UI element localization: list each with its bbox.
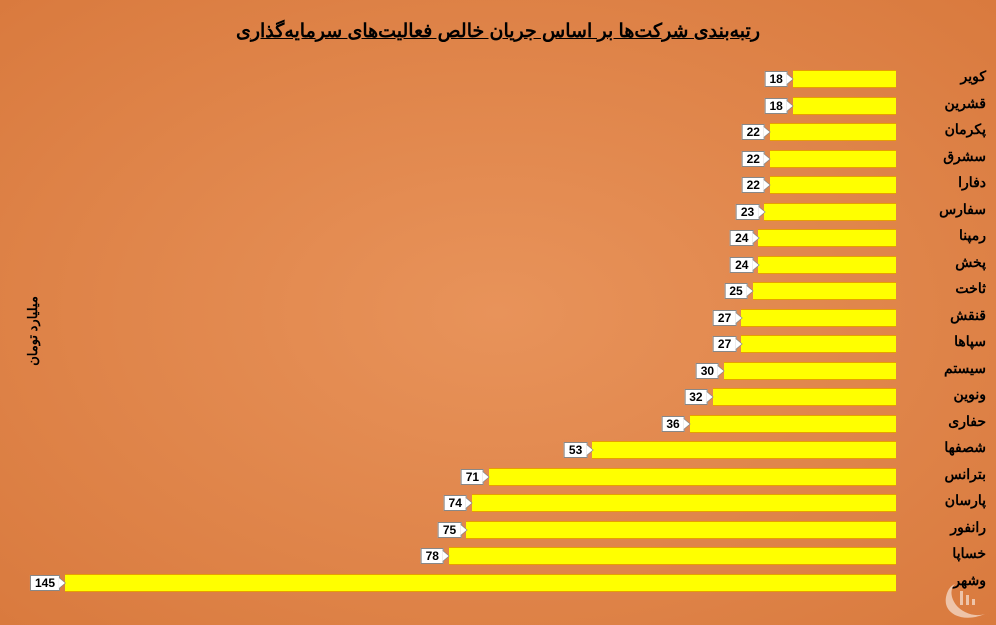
bar-row: 18: [65, 95, 896, 117]
bar-row: 24: [65, 254, 896, 276]
bar: 27: [741, 335, 896, 353]
bar-value-label: 145: [30, 575, 60, 591]
category-label: بترانس: [911, 463, 986, 485]
bar-value-label: 36: [661, 416, 684, 432]
bar-row: 36: [65, 413, 896, 435]
bar-value-label: 32: [684, 389, 707, 405]
category-label: دفارا: [911, 171, 986, 193]
bars-area: 1818222222232424252727303236537174757814…: [65, 61, 896, 601]
bar-row: 27: [65, 307, 896, 329]
bar-value-label: 25: [724, 283, 747, 299]
category-label: ونوین: [911, 383, 986, 405]
category-label: سشرق: [911, 145, 986, 167]
bar: 78: [449, 547, 896, 565]
category-label: سفارس: [911, 198, 986, 220]
bar-value-label: 22: [742, 151, 765, 167]
category-label: رمپنا: [911, 224, 986, 246]
bar: 24: [758, 256, 896, 274]
bar: 30: [724, 362, 896, 380]
bar: 22: [770, 176, 896, 194]
bar-value-label: 18: [764, 71, 787, 87]
bar-value-label: 27: [713, 336, 736, 352]
category-label: قشرین: [911, 92, 986, 114]
category-label: کویر: [911, 65, 986, 87]
category-labels: کویر قشرین پکرمان سشرق دفارا سفارس رمپنا پخش ثاخ…: [911, 58, 986, 598]
chart-body: میلیارد تومان 18182222222324242527273032…: [10, 61, 986, 601]
bar-value-label: 23: [736, 204, 759, 220]
bar-row: 27: [65, 333, 896, 355]
category-label: قنقش: [911, 304, 986, 326]
bar-row: 23: [65, 201, 896, 223]
bar: 18: [793, 97, 896, 115]
category-label: ثاخت: [911, 277, 986, 299]
category-label: خساپا: [911, 542, 986, 564]
category-label: پخش: [911, 251, 986, 273]
bar: 74: [472, 494, 896, 512]
bar: 27: [741, 309, 896, 327]
bar-row: 18: [65, 68, 896, 90]
bar-value-label: 24: [730, 230, 753, 246]
bar: 145: [65, 574, 896, 592]
bar-value-label: 27: [713, 310, 736, 326]
bar-row: 22: [65, 148, 896, 170]
category-label: رانفور: [911, 516, 986, 538]
chart-container: رتبه‌بندی شرکت‌ها بر اساس جریان خالص فعا…: [0, 0, 996, 625]
bar-value-label: 22: [742, 177, 765, 193]
bar-value-label: 74: [444, 495, 467, 511]
bar-row: 24: [65, 227, 896, 249]
bar-row: 22: [65, 174, 896, 196]
bar-value-label: 22: [742, 124, 765, 140]
bar-row: 22: [65, 121, 896, 143]
bar-row: 71: [65, 466, 896, 488]
category-label: شصفها: [911, 436, 986, 458]
bar: 18: [793, 70, 896, 88]
bar: 23: [764, 203, 896, 221]
bar-row: 74: [65, 492, 896, 514]
chart-title: رتبه‌بندی شرکت‌ها بر اساس جریان خالص فعا…: [10, 20, 986, 43]
category-label: پارسان: [911, 489, 986, 511]
y-axis-label: میلیارد تومان: [25, 296, 40, 366]
bar-value-label: 24: [730, 257, 753, 273]
bar-row: 78: [65, 545, 896, 567]
bar-row: 30: [65, 360, 896, 382]
bar-row: 53: [65, 439, 896, 461]
bar: 71: [489, 468, 896, 486]
bar: 22: [770, 123, 896, 141]
bar: 75: [466, 521, 896, 539]
bar-value-label: 30: [696, 363, 719, 379]
bar-value-label: 78: [421, 548, 444, 564]
bar: 53: [592, 441, 896, 459]
bar: 32: [713, 388, 896, 406]
bar-row: 32: [65, 386, 896, 408]
bar: 36: [690, 415, 896, 433]
category-label: سیستم: [911, 357, 986, 379]
bar-value-label: 18: [764, 98, 787, 114]
bar-value-label: 53: [564, 442, 587, 458]
category-label: حفاری: [911, 410, 986, 432]
bar: 25: [753, 282, 896, 300]
bar-row: 145: [65, 572, 896, 594]
watermark-logo: [940, 579, 990, 619]
bar: 24: [758, 229, 896, 247]
bar-value-label: 75: [438, 522, 461, 538]
bar-row: 75: [65, 519, 896, 541]
category-label: پکرمان: [911, 118, 986, 140]
category-label: سپاها: [911, 330, 986, 352]
bar-value-label: 71: [461, 469, 484, 485]
bar-row: 25: [65, 280, 896, 302]
bar: 22: [770, 150, 896, 168]
